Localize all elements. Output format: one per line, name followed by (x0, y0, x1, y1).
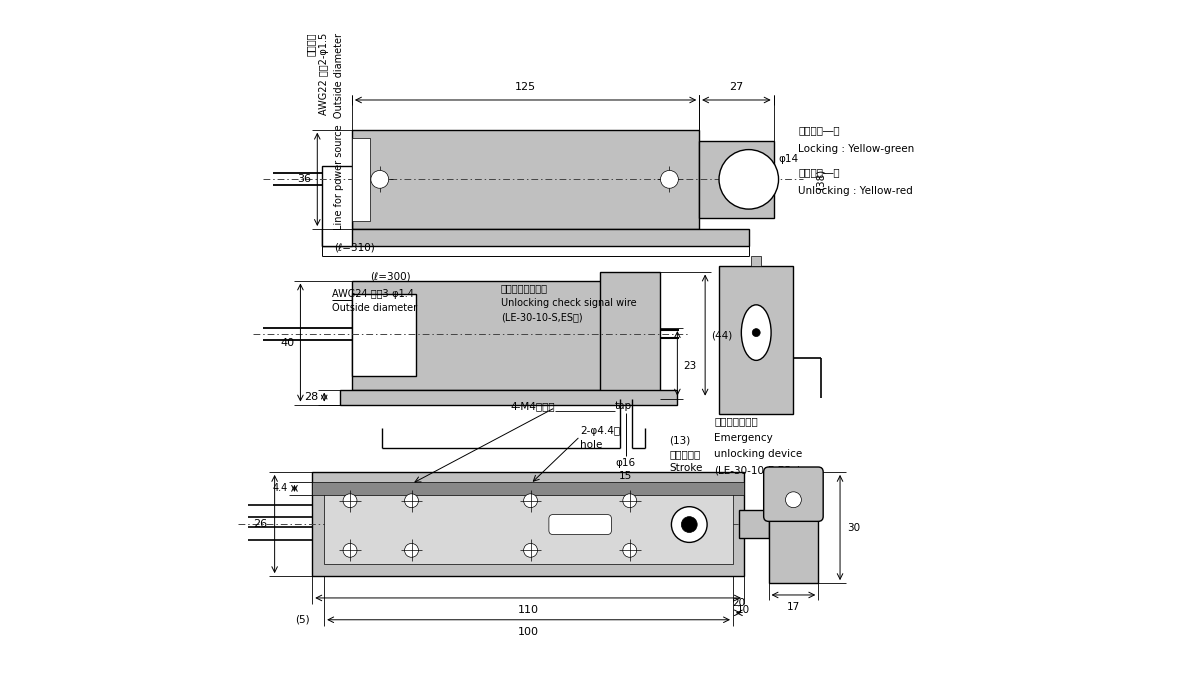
Text: Outside diameter: Outside diameter (332, 304, 417, 313)
Text: (ℓ=310): (ℓ=310) (334, 243, 375, 253)
Text: Line for power source  Outside diameter: Line for power source Outside diameter (334, 32, 344, 230)
Text: 2-φ4.4穴: 2-φ4.4穴 (580, 426, 621, 436)
Text: φ16: φ16 (616, 458, 636, 468)
Circle shape (371, 170, 388, 188)
Text: (5): (5) (295, 615, 309, 624)
Circle shape (405, 544, 418, 558)
Text: AWG22 外径2-φ1.5: AWG22 外径2-φ1.5 (319, 32, 329, 115)
Circle shape (660, 170, 678, 188)
Text: 4-M4タップ: 4-M4タップ (510, 402, 556, 411)
Bar (739, 510, 769, 538)
Text: Locking : Yellow-green: Locking : Yellow-green (798, 144, 914, 154)
Bar (313, 482, 744, 495)
Text: hole: hole (580, 440, 603, 450)
Text: 27: 27 (730, 82, 744, 92)
Circle shape (343, 494, 357, 508)
Bar (700, 141, 774, 218)
Ellipse shape (742, 305, 772, 360)
Bar (340, 390, 677, 404)
Text: (44): (44) (712, 330, 732, 340)
Text: Unlocking : Yellow-red: Unlocking : Yellow-red (798, 186, 913, 196)
Circle shape (671, 506, 707, 542)
Circle shape (786, 492, 801, 508)
Text: 施鍵：黄―緑: 施鍵：黄―緑 (798, 125, 840, 135)
Circle shape (524, 494, 538, 508)
Text: ストローク: ストローク (670, 449, 701, 459)
Bar (322, 229, 749, 246)
Text: tap: tap (615, 402, 633, 411)
Text: 125: 125 (515, 82, 537, 92)
Bar (751, 256, 761, 266)
Text: (ℓ=300): (ℓ=300) (370, 272, 411, 282)
Text: 10: 10 (737, 605, 750, 615)
Text: 非常解鍵用鍵前: 非常解鍵用鍵前 (714, 417, 758, 426)
Text: (LE-30-10-E,ES用): (LE-30-10-E,ES用) (714, 465, 801, 475)
Text: Stroke: Stroke (670, 463, 703, 473)
Bar (352, 138, 370, 221)
Text: (38): (38) (816, 169, 825, 190)
FancyBboxPatch shape (549, 515, 611, 535)
Circle shape (405, 494, 418, 508)
Text: 電源用線: 電源用線 (305, 32, 315, 56)
Text: 20: 20 (732, 598, 745, 608)
Text: 17: 17 (787, 602, 800, 612)
Bar (352, 281, 630, 390)
Text: 26: 26 (254, 519, 267, 529)
Text: 30: 30 (847, 522, 860, 533)
Text: (13): (13) (670, 435, 691, 445)
Text: 110: 110 (518, 605, 539, 615)
Circle shape (524, 544, 538, 558)
Bar (352, 295, 417, 376)
Text: 100: 100 (518, 627, 539, 637)
Text: Unlocking check signal wire: Unlocking check signal wire (501, 298, 636, 308)
Circle shape (623, 494, 636, 508)
Text: 施解鍵確認信号線: 施解鍵確認信号線 (501, 284, 547, 293)
Text: unlocking device: unlocking device (714, 449, 803, 459)
Bar (600, 272, 660, 399)
Circle shape (343, 544, 357, 558)
Text: 23: 23 (683, 362, 696, 371)
Bar (325, 483, 733, 564)
Bar (352, 130, 700, 229)
Text: AWG24 外径3-φ1.4: AWG24 外径3-φ1.4 (332, 289, 415, 299)
Text: 4.4: 4.4 (272, 483, 288, 493)
Bar (769, 472, 818, 583)
Circle shape (752, 328, 761, 337)
Text: 解鍵：黄―赤: 解鍵：黄―赤 (798, 168, 840, 177)
Text: 40: 40 (280, 337, 295, 348)
Bar (322, 166, 352, 246)
Text: (LE-30-10-S,ES用): (LE-30-10-S,ES用) (501, 313, 582, 322)
FancyBboxPatch shape (763, 467, 823, 522)
Circle shape (719, 150, 779, 209)
Bar (719, 266, 793, 415)
Text: 28: 28 (304, 392, 319, 402)
Text: 36: 36 (297, 175, 311, 184)
Text: 15: 15 (619, 471, 633, 481)
Bar (313, 472, 744, 576)
Text: φ14: φ14 (779, 155, 799, 164)
Circle shape (623, 544, 636, 558)
Circle shape (682, 517, 697, 533)
Text: Emergency: Emergency (714, 433, 773, 443)
